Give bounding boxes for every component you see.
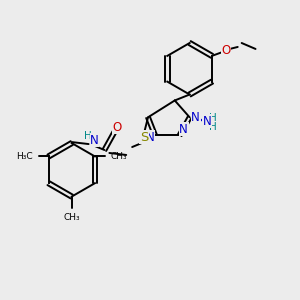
Text: CH₃: CH₃ [111, 152, 128, 161]
Text: CH₃: CH₃ [63, 213, 80, 222]
Text: H₃C: H₃C [16, 152, 33, 161]
Text: N: N [179, 123, 188, 136]
Text: N: N [203, 115, 212, 128]
Text: N: N [90, 134, 99, 147]
Text: H: H [84, 131, 92, 141]
Text: O: O [113, 121, 122, 134]
Text: N: N [146, 130, 154, 144]
Text: H: H [208, 122, 216, 132]
Text: H: H [208, 113, 216, 123]
Text: O: O [221, 44, 230, 57]
Text: S: S [140, 130, 148, 144]
Text: N: N [191, 111, 200, 124]
